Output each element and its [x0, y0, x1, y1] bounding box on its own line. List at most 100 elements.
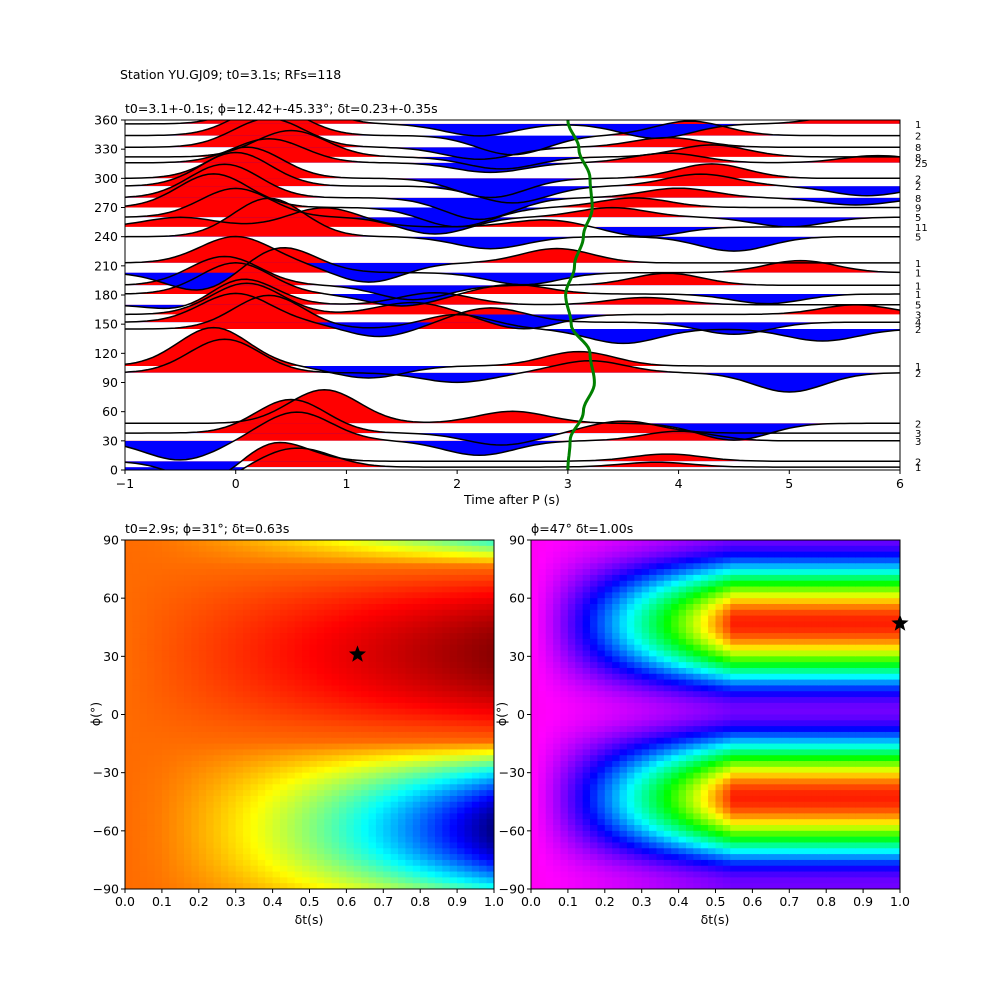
- heatmap-cell: [198, 673, 207, 681]
- heatmap-cell: [279, 708, 288, 716]
- heatmap-cell: [405, 569, 414, 576]
- heatmap-cell: [147, 743, 156, 750]
- heatmap-cell: [220, 883, 229, 889]
- heatmap-cell: [671, 656, 680, 663]
- heatmap-cell: [147, 551, 156, 559]
- heatmap-cell: [184, 679, 193, 687]
- heatmap-cell: [619, 633, 628, 640]
- heatmap-cell: [346, 772, 355, 780]
- heatmap-cell: [464, 807, 473, 814]
- heatmap-cell: [213, 842, 222, 849]
- heatmap-cell: [154, 615, 163, 623]
- heatmap-cell: [575, 795, 584, 803]
- heatmap-cell: [125, 871, 133, 878]
- heatmap-cell: [567, 790, 576, 797]
- heatmap-cell: [132, 708, 141, 716]
- heatmap-cell: [464, 708, 473, 716]
- heatmap-cell: [176, 650, 185, 657]
- heatmap-cell: [257, 801, 266, 809]
- heatmap-cell: [434, 691, 443, 698]
- heatmap-cell: [279, 714, 288, 721]
- heatmap-cell: [479, 679, 488, 687]
- heatmap-cell: [139, 540, 148, 547]
- heatmap-cell: [442, 766, 451, 774]
- heatmap-cell: [390, 761, 399, 768]
- heatmap-cell: [265, 708, 274, 716]
- heatmap-cell: [693, 731, 702, 739]
- heatmap-cell: [663, 685, 672, 692]
- heatmap-cell: [604, 592, 613, 599]
- heatmap-cell: [147, 708, 156, 716]
- heatmap-cell: [220, 749, 229, 756]
- heatmap-cell: [531, 836, 539, 844]
- heatmap-cell: [235, 848, 244, 855]
- heatmap-cell: [331, 662, 340, 669]
- heatmap-cell: [442, 801, 451, 809]
- heatmap-cell: [243, 697, 252, 704]
- heatmap-cell: [331, 609, 340, 617]
- heatmap-cell: [176, 842, 185, 849]
- heatmap-cell: [346, 859, 355, 867]
- heatmap-cell: [375, 743, 384, 750]
- heatmap-cell: [191, 743, 200, 750]
- heatmap-cell: [531, 830, 539, 838]
- heatmap-cell: [715, 737, 724, 745]
- heatmap-cell: [198, 580, 207, 588]
- heatmap-cell: [582, 772, 591, 780]
- heatmap-cell: [434, 772, 443, 780]
- heatmap-cell: [154, 685, 163, 692]
- heatmap-cell: [346, 662, 355, 669]
- heatmap-cell: [184, 755, 193, 762]
- heatmap-cell: [279, 871, 288, 878]
- heatmap-cell: [383, 540, 392, 547]
- heatmap-cell: [708, 609, 717, 617]
- heatmap-cell: [346, 679, 355, 687]
- heatmap-cell: [331, 598, 340, 605]
- heatmap-cell: [745, 540, 753, 547]
- heatmap-cell: [309, 545, 318, 553]
- heatmap-cell: [176, 766, 185, 774]
- heatmap-cell: [375, 842, 384, 849]
- heatmap-cell: [353, 766, 362, 774]
- heatmap-cell: [257, 679, 266, 687]
- heatmap-cell: [479, 667, 488, 675]
- heatmap-cell: [663, 644, 672, 652]
- heatmap-cell: [685, 540, 694, 547]
- heatmap-cell: [161, 766, 170, 774]
- heatmap-cell: [169, 574, 178, 582]
- heatmap-cell: [235, 691, 244, 698]
- heatmap-cell: [316, 784, 325, 791]
- heatmap-cell: [531, 766, 539, 774]
- heatmap-cell: [125, 755, 133, 762]
- heatmap-cell: [125, 801, 133, 809]
- heatmap-cell: [243, 871, 252, 878]
- heatmap-cell: [191, 790, 200, 797]
- heatmap-cell: [353, 761, 362, 768]
- heatmap-cell: [279, 673, 288, 681]
- heatmap-cell: [626, 574, 635, 582]
- heatmap-cell: [257, 859, 266, 867]
- heatmap-cell: [700, 883, 709, 889]
- heatmap-cell: [302, 545, 311, 553]
- heatmap-cell: [324, 557, 333, 564]
- heatmap-cell: [471, 673, 480, 681]
- heatmap-cell: [641, 871, 650, 878]
- heatmap-cell: [531, 731, 539, 739]
- heatmap-cell: [531, 679, 539, 687]
- heatmap-cell: [590, 592, 599, 599]
- heatmap-cell: [420, 691, 429, 698]
- heatmap-cell: [235, 580, 244, 588]
- heatmap-cell: [184, 650, 193, 657]
- heatmap-cell: [634, 859, 643, 867]
- heatmap-cell: [176, 545, 185, 553]
- heatmap-cell: [302, 737, 311, 745]
- heatmap-cell: [427, 784, 436, 791]
- heatmap-cell: [272, 633, 281, 640]
- heatmap-cell: [538, 551, 547, 559]
- heatmap-cell: [545, 697, 554, 704]
- heatmap-cell: [235, 563, 244, 570]
- heatmap-cell: [626, 790, 635, 797]
- heatmap-cell: [265, 743, 274, 750]
- heatmap-cell: [272, 766, 281, 774]
- heatmap-cell: [722, 766, 731, 774]
